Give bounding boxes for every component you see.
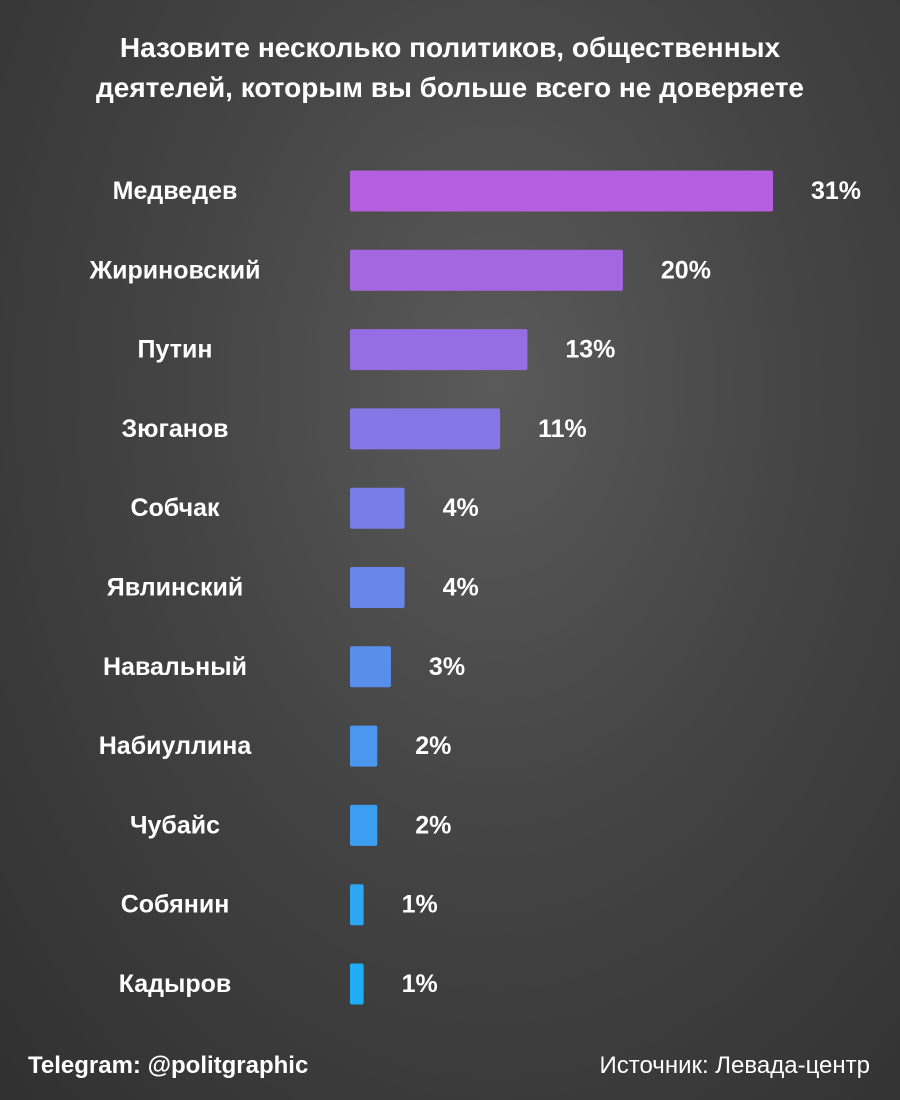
value-label: 2% bbox=[415, 811, 451, 839]
category-label: Собянин bbox=[121, 891, 230, 919]
value-label: 4% bbox=[443, 574, 479, 602]
category-label: Чубайс bbox=[130, 811, 220, 839]
category-label: Набиуллина bbox=[99, 732, 253, 760]
bar-chart: Медведев 31% Жириновский 20% Путин 13% Зюганов… bbox=[89, 170, 861, 1005]
bar bbox=[350, 567, 405, 608]
chart-title-line-2: деятелей, которым вы больше всего не дов… bbox=[96, 72, 804, 103]
value-label: 4% bbox=[443, 494, 479, 522]
bar bbox=[350, 487, 405, 529]
category-label: Навальный bbox=[103, 653, 247, 681]
bar bbox=[350, 329, 528, 371]
bar bbox=[350, 408, 501, 450]
value-label: 13% bbox=[565, 336, 615, 364]
bar bbox=[350, 725, 378, 767]
telegram-credit: Telegram: @politgraphic bbox=[28, 1052, 309, 1079]
category-label: Кадыров bbox=[119, 970, 232, 998]
value-label: 3% bbox=[429, 653, 465, 681]
chart-title-line-1: Назовите несколько политиков, общественн… bbox=[119, 32, 781, 63]
category-label: Жириновский bbox=[89, 256, 261, 284]
value-label: 20% bbox=[661, 256, 711, 284]
bar bbox=[350, 646, 391, 688]
value-label: 11% bbox=[538, 415, 587, 443]
value-label: 31% bbox=[811, 177, 861, 205]
category-label: Медведев bbox=[113, 177, 238, 205]
chart-title: Назовите несколько политиков, общественн… bbox=[0, 28, 900, 108]
category-label: Путин bbox=[138, 336, 213, 364]
value-label: 2% bbox=[415, 732, 451, 760]
bar bbox=[350, 249, 623, 291]
category-label: Явлинский bbox=[107, 574, 244, 602]
value-label: 1% bbox=[402, 970, 438, 998]
category-label: Собчак bbox=[130, 494, 220, 522]
category-label: Зюганов bbox=[121, 415, 228, 443]
bar bbox=[350, 170, 773, 212]
source-credit: Источник: Левада-центр bbox=[599, 1052, 870, 1079]
bar bbox=[350, 884, 364, 926]
value-label: 1% bbox=[402, 891, 438, 919]
bar bbox=[350, 804, 378, 846]
bar bbox=[350, 963, 364, 1005]
